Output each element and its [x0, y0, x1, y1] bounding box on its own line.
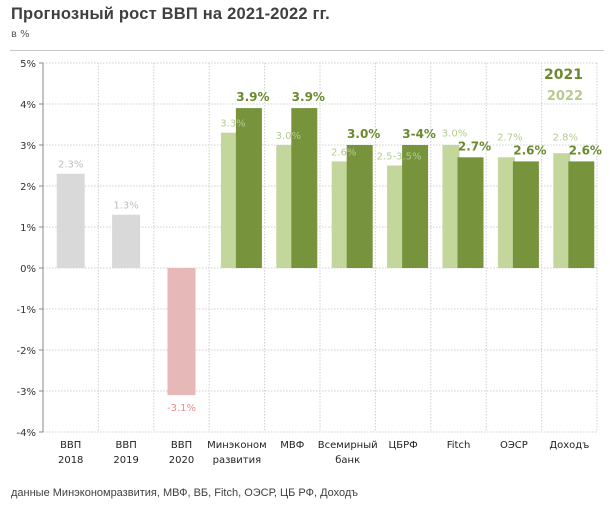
y-tick-label: 3% — [20, 141, 36, 152]
data-label: 2.3% — [58, 160, 83, 171]
data-label: 2.6% — [331, 147, 356, 158]
y-tick-label: -1% — [17, 305, 36, 316]
legend-2022: 2022 — [547, 89, 583, 104]
bar-2022 — [442, 145, 460, 268]
data-label: 3-4% — [402, 127, 436, 141]
bar-2021 — [512, 161, 539, 268]
legend-2021: 2021 — [544, 67, 583, 83]
data-label: 1.3% — [113, 201, 138, 212]
x-tick-label: Доходъ — [549, 440, 589, 451]
data-label: 2.7% — [497, 132, 522, 143]
x-tick-label: ВВП — [60, 440, 81, 451]
x-tick-label: банк — [335, 455, 360, 466]
bar-actual — [56, 173, 85, 268]
bar-actual — [112, 214, 141, 268]
y-tick-label: 4% — [20, 100, 36, 111]
x-tick-label: Fitch — [447, 440, 471, 451]
y-tick-label: -2% — [17, 346, 36, 357]
x-tick-label: ЦБРФ — [388, 440, 418, 451]
bar-2022 — [387, 165, 405, 268]
unit-label: в % — [11, 29, 30, 40]
bar-2022 — [220, 132, 238, 268]
x-tick-label: 2019 — [113, 455, 138, 466]
y-tick-label: -3% — [17, 387, 36, 398]
y-tick-label: 1% — [20, 223, 36, 234]
data-label: 3.3% — [220, 119, 245, 130]
x-tick-label: ОЭСР — [500, 440, 528, 451]
bar-actual — [167, 268, 196, 396]
data-label: 3.0% — [276, 131, 301, 142]
x-tick-label: развития — [213, 455, 262, 466]
x-tick-label: 2018 — [58, 455, 83, 466]
x-tick-label: 2020 — [169, 455, 194, 466]
data-label: 2.6% — [513, 143, 546, 157]
y-tick-label: 2% — [20, 182, 36, 193]
x-tick-label: Всемирный — [318, 440, 378, 451]
data-label: 3.0% — [442, 128, 467, 139]
bar-2021 — [402, 145, 429, 268]
data-label: 2.5-3.5% — [377, 152, 422, 163]
source-note: данные Минэкономразвития, МВФ, ВБ, Fitch… — [11, 487, 358, 499]
x-tick-label: МВФ — [280, 440, 304, 451]
bar-2021 — [235, 108, 262, 268]
bar-2022 — [497, 157, 515, 268]
bar-2021 — [291, 108, 318, 268]
data-label: 3.9% — [292, 90, 325, 104]
data-label: 2.8% — [553, 132, 578, 143]
data-label: 3.0% — [347, 127, 380, 141]
bar-2021 — [346, 145, 373, 268]
y-tick-label: 0% — [20, 264, 36, 275]
chart-title: Прогнозный рост ВВП на 2021-2022 гг. — [11, 5, 330, 23]
bar-2022 — [331, 161, 349, 268]
data-label: 2.7% — [458, 139, 491, 153]
bar-2021 — [568, 161, 595, 268]
data-label: 3.9% — [236, 90, 269, 104]
bar-2022 — [276, 145, 294, 268]
data-label: -3.1% — [167, 403, 196, 414]
x-tick-label: ВВП — [115, 440, 136, 451]
title-divider — [10, 50, 604, 51]
x-tick-label: ВВП — [171, 440, 192, 451]
x-tick-label: Минэконом — [207, 440, 267, 451]
y-tick-label: -4% — [17, 428, 36, 439]
bar-2022 — [553, 153, 571, 268]
data-label: 2.6% — [569, 143, 602, 157]
y-tick-label: 5% — [20, 59, 36, 70]
bar-2021 — [457, 157, 484, 268]
